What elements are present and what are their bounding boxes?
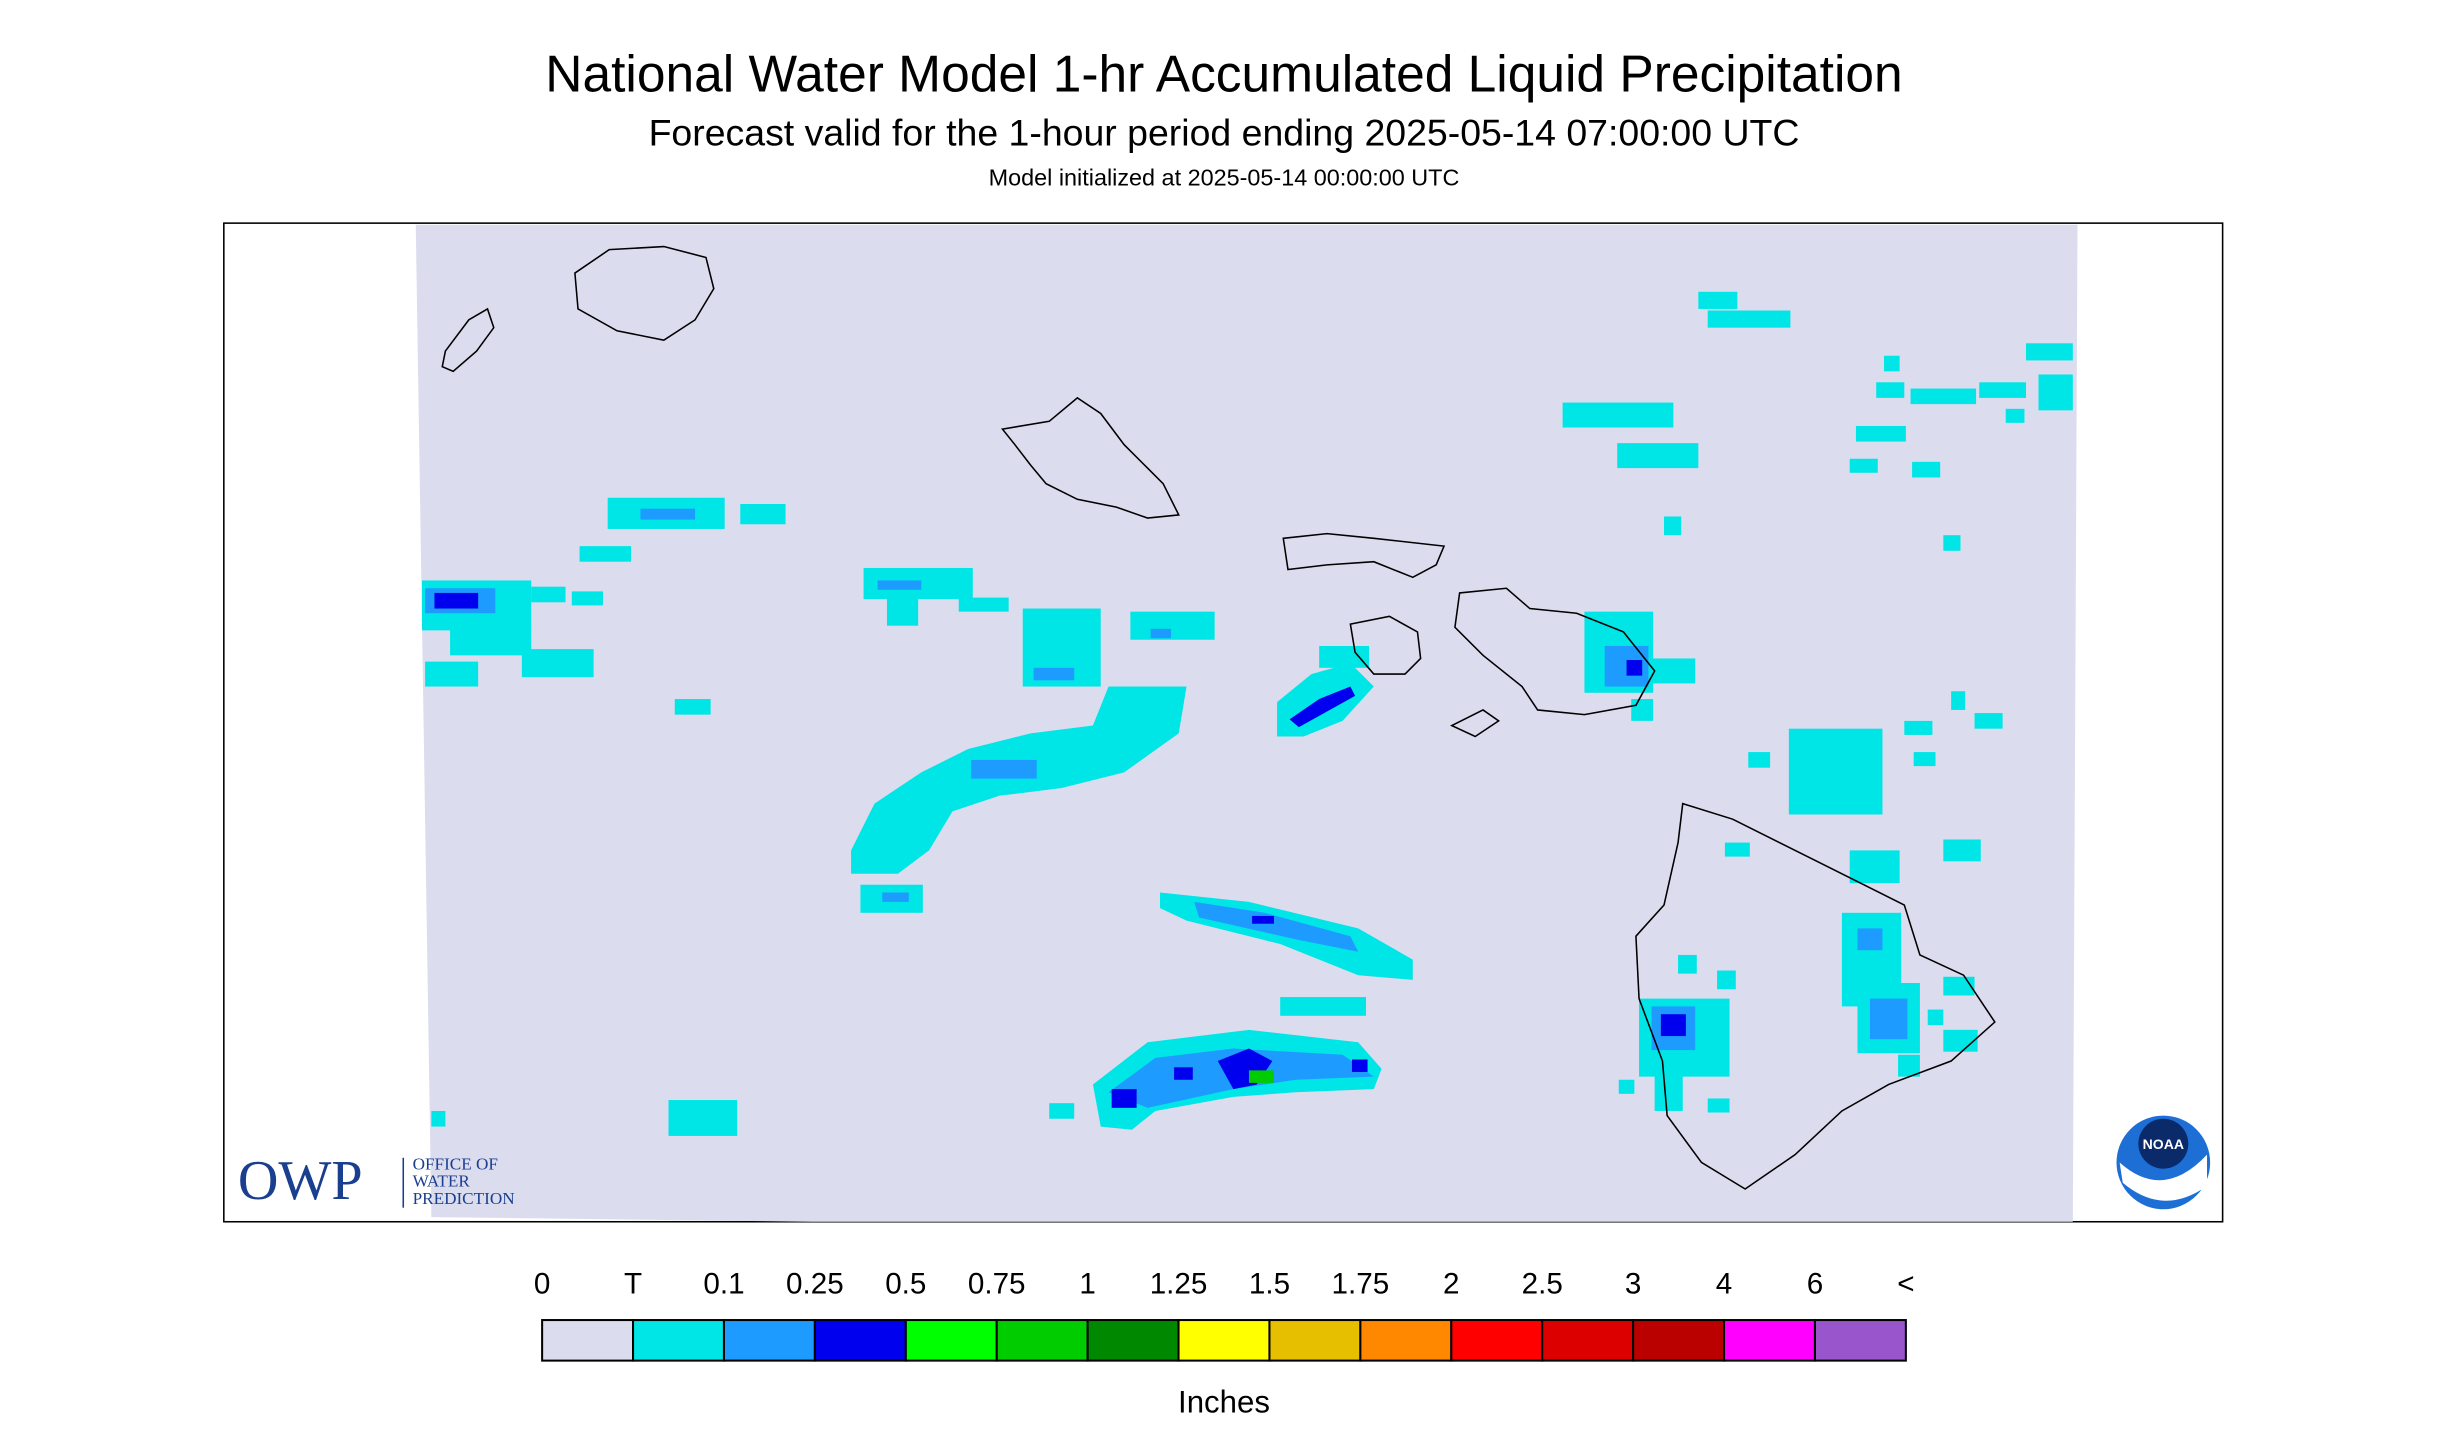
legend-label: 0 (534, 1268, 550, 1301)
legend-label: 6 (1807, 1268, 1823, 1301)
legend-swatch (1541, 1319, 1635, 1362)
legend-swatch (904, 1319, 998, 1362)
legend: Inches 0 T 0.1 0.25 0.5 0.75 1 1.25 1.5 1.75 2 2.5 3… (534, 1268, 1915, 1420)
init-time: Model initialized at 2025-05-14 00:00:00… (989, 165, 1460, 191)
owp-text: PREDICTION (413, 1189, 515, 1208)
legend-swatch (1177, 1319, 1271, 1362)
title: National Water Model 1-hr Accumulated Li… (545, 45, 1902, 103)
legend-swatch (1268, 1319, 1362, 1362)
owp-text: OFFICE OF (413, 1155, 498, 1174)
noaa-text: NOAA (2143, 1136, 2184, 1152)
legend-swatch (632, 1319, 725, 1362)
legend-swatch (722, 1319, 816, 1362)
legend-label: < (1897, 1268, 1914, 1301)
owp-text: WATER (413, 1172, 471, 1191)
legend-swatch (1450, 1319, 1544, 1362)
legend-label: 2 (1443, 1268, 1459, 1301)
legend-swatch (1723, 1319, 1816, 1362)
legend-label: 0.25 (786, 1268, 844, 1301)
precip-blobs (421, 291, 2073, 1136)
legend-label: 1.5 (1249, 1268, 1290, 1301)
legend-label: 0.1 (703, 1268, 744, 1301)
legend-label: 1 (1079, 1268, 1095, 1301)
map: OWP OFFICE OF WATER PREDICTION NOAA (223, 222, 2224, 1223)
legend-swatch (995, 1319, 1089, 1362)
legend-label: T (624, 1268, 642, 1301)
legend-unit: Inches (1178, 1385, 1270, 1420)
legend-label: 4 (1716, 1268, 1732, 1301)
legend-label: 3 (1625, 1268, 1641, 1301)
model-domain (415, 224, 2078, 1222)
owp-mark: OWP (238, 1150, 363, 1212)
legend-label: 0.5 (885, 1268, 926, 1301)
owp-logo: OWP OFFICE OF WATER PREDICTION (238, 1150, 515, 1212)
legend-swatch (1359, 1319, 1453, 1362)
legend-swatch (813, 1319, 907, 1362)
legend-swatch (541, 1319, 635, 1362)
legend-swatch (1813, 1319, 1907, 1362)
legend-swatch (1632, 1319, 1726, 1362)
legend-label: 0.75 (968, 1268, 1026, 1301)
subtitle: Forecast valid for the 1-hour period end… (649, 112, 1800, 154)
legend-swatch (1086, 1319, 1180, 1362)
legend-label: 1.25 (1150, 1268, 1208, 1301)
island-outlines (441, 245, 1996, 1190)
noaa-logo: NOAA (2113, 1112, 2214, 1213)
legend-label: 1.75 (1332, 1268, 1390, 1301)
legend-label: 2.5 (1522, 1268, 1563, 1301)
